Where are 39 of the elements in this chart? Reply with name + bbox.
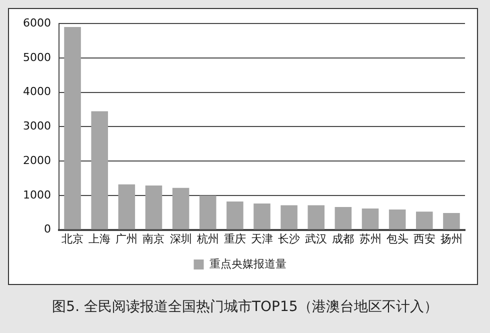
y-tick-label: 0 xyxy=(44,222,51,236)
y-tick-label: 1000 xyxy=(22,188,51,202)
bar xyxy=(388,210,406,230)
x-tick-label: 广州 xyxy=(116,232,138,246)
x-tick-label: 重庆 xyxy=(224,232,246,246)
bar xyxy=(118,184,136,230)
x-tick-label: 深圳 xyxy=(170,232,192,246)
bar xyxy=(254,204,270,230)
bar xyxy=(91,111,108,230)
bar xyxy=(226,201,244,230)
x-tick-label: 长沙 xyxy=(278,232,300,246)
x-tick-label: 武汉 xyxy=(305,232,328,246)
x-tick-label: 苏州 xyxy=(359,232,382,246)
y-tick-label: 4000 xyxy=(22,85,51,98)
bar xyxy=(64,27,81,230)
bar xyxy=(172,188,190,230)
x-tick-label: 成都 xyxy=(332,232,354,246)
y-tick-label: 6000 xyxy=(22,16,51,30)
bar xyxy=(443,212,460,230)
bar xyxy=(334,206,352,230)
bar xyxy=(308,205,325,230)
y-tick-label: 5000 xyxy=(22,50,51,64)
x-tick-label: 北京 xyxy=(62,232,84,246)
x-tick-label: 上海 xyxy=(88,232,111,246)
bar xyxy=(199,196,216,230)
x-tick-label: 西安 xyxy=(413,232,436,246)
x-tick-label: 杭州 xyxy=(196,232,219,246)
x-tick-label: 天津 xyxy=(250,232,273,246)
text: 图5. 全民阅读报道全国热门城市TOP15（港澳台地区不计入） xyxy=(51,298,439,316)
legend-label: 重点央媒报道量 xyxy=(209,257,286,270)
y-tick-label: 3000 xyxy=(22,120,51,133)
x-tick-label: 南京 xyxy=(142,232,165,246)
x-tick-label: 扬州 xyxy=(440,232,462,246)
bar xyxy=(362,208,379,230)
y-tick-label: 2000 xyxy=(22,154,51,167)
x-tick-label: 包头 xyxy=(386,232,408,246)
bar xyxy=(280,205,298,230)
bar xyxy=(145,185,162,230)
bar xyxy=(416,212,433,230)
